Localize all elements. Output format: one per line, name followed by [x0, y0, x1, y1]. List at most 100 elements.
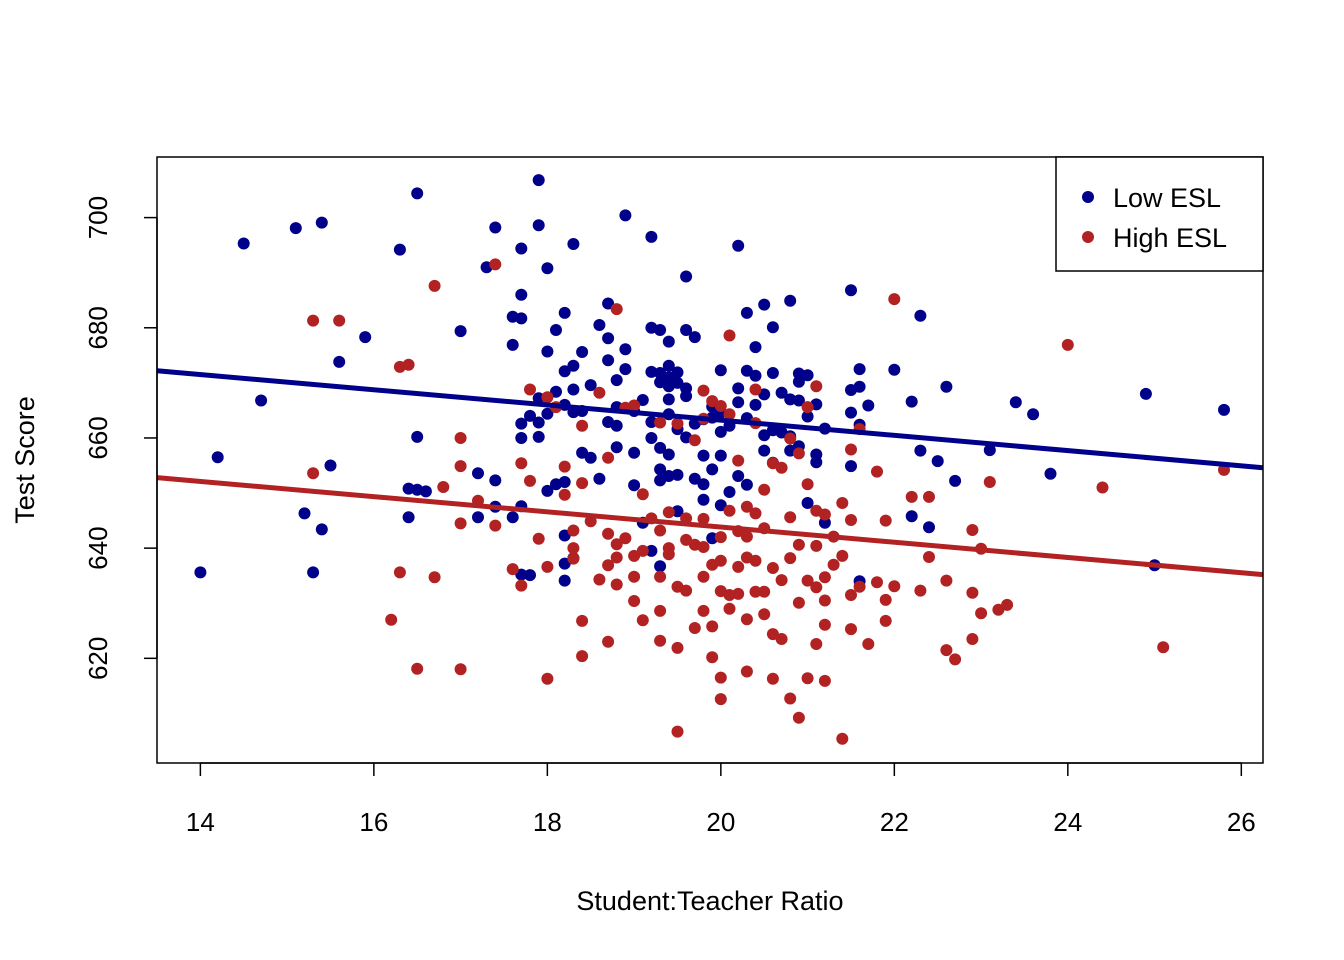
low-esl-point: [662, 359, 675, 372]
high-esl-point: [706, 620, 719, 633]
high-esl-point: [576, 650, 589, 663]
low-esl-point: [515, 242, 528, 255]
low-esl-point: [654, 441, 667, 454]
high-esl-point: [723, 602, 736, 615]
high-esl-point: [758, 483, 771, 496]
y-axis: 620 640 660 680 700: [83, 196, 158, 680]
low-esl-point: [211, 451, 224, 464]
low-esl-point: [584, 379, 597, 392]
high-esl-point: [853, 580, 866, 593]
low-esl-point: [931, 455, 944, 468]
low-esl-point: [697, 493, 710, 506]
low-esl-point: [619, 363, 632, 376]
low-esl-point: [671, 376, 684, 389]
high-esl-point: [818, 508, 831, 521]
low-esl-point: [654, 463, 667, 476]
low-esl-point: [697, 478, 710, 491]
high-esl-legend-label: High ESL: [1113, 223, 1227, 253]
high-esl-point: [385, 613, 398, 626]
low-esl-point: [784, 393, 797, 406]
x-axis-title: Student:Teacher Ratio: [576, 886, 843, 916]
high-esl-point: [879, 514, 892, 527]
low-esl-point: [524, 569, 536, 582]
high-esl-point: [1001, 598, 1014, 611]
low-esl-point: [628, 479, 641, 492]
low-esl-point: [680, 324, 693, 336]
high-esl-point: [732, 587, 745, 600]
high-esl-point: [567, 524, 580, 537]
low-esl-point: [914, 309, 927, 322]
high-esl-point: [636, 488, 649, 501]
high-esl-point: [654, 416, 667, 429]
x-tick-label: 16: [359, 807, 388, 837]
low-esl-point: [307, 566, 320, 579]
low-esl-point: [333, 355, 346, 368]
low-esl-point: [801, 410, 814, 423]
low-esl-point: [714, 449, 727, 462]
low-esl-point: [576, 346, 589, 358]
high-esl-point: [610, 538, 623, 551]
low-esl-point: [905, 395, 918, 408]
high-esl-point: [983, 476, 996, 488]
low-esl-point: [532, 174, 545, 187]
high-esl-point: [428, 571, 441, 584]
low-esl-point: [732, 382, 745, 395]
high-esl-point: [732, 454, 745, 467]
low-esl-point: [766, 367, 779, 379]
y-tick-label: 640: [83, 526, 113, 569]
high-esl-point: [871, 465, 883, 478]
low-esl-point: [662, 371, 675, 384]
low-esl-point: [732, 396, 745, 409]
low-esl-point: [454, 325, 467, 338]
low-esl-point: [515, 312, 528, 325]
high-esl-point: [454, 460, 467, 473]
x-tick-label: 20: [706, 807, 735, 837]
high-esl-point: [524, 474, 536, 487]
high-esl-point: [307, 467, 320, 480]
y-tick-label: 700: [83, 196, 113, 239]
low-esl-point: [289, 222, 302, 235]
low-esl-legend-marker: [1082, 191, 1094, 203]
low-esl-point: [315, 523, 328, 536]
high-esl-point: [558, 460, 571, 473]
high-esl-point: [602, 635, 615, 648]
high-esl-point: [506, 563, 519, 576]
low-esl-point: [1027, 408, 1040, 421]
low-esl-legend-label: Low ESL: [1113, 183, 1221, 213]
low-esl-point: [645, 416, 658, 428]
high-esl-point: [576, 477, 589, 490]
high-esl-point: [879, 593, 892, 606]
high-esl-point: [541, 560, 554, 573]
low-esl-regression-line: [156, 368, 1264, 471]
high-esl-point: [636, 614, 649, 627]
low-esl-point: [550, 324, 562, 336]
low-esl-point: [758, 298, 771, 311]
high-esl-point: [845, 514, 857, 526]
x-tick-label: 24: [1053, 807, 1082, 837]
high-esl-point: [818, 571, 831, 584]
low-esl-point: [662, 393, 675, 406]
low-esl-point: [506, 338, 519, 351]
high-esl-point: [740, 665, 753, 678]
low-esl-point: [419, 485, 432, 498]
low-esl-point: [472, 467, 484, 480]
high-esl-point: [1096, 481, 1109, 494]
high-esl-point: [862, 638, 875, 650]
high-esl-point: [888, 580, 901, 593]
x-axis: 14 16 18 20 22 24 26: [186, 762, 1256, 837]
high-esl-point: [532, 532, 545, 545]
low-esl-point: [402, 511, 415, 524]
high-esl-point: [654, 604, 667, 617]
high-esl-point: [940, 574, 953, 587]
high-esl-regression-line: [156, 475, 1264, 578]
low-esl-point: [662, 448, 675, 461]
low-esl-point: [1139, 387, 1152, 400]
low-esl-point: [818, 516, 831, 529]
low-esl-point: [758, 429, 771, 442]
low-esl-point: [610, 374, 623, 387]
low-esl-point: [732, 470, 745, 482]
low-esl-point: [506, 511, 519, 524]
low-esl-point: [619, 209, 632, 222]
low-esl-point: [194, 566, 207, 579]
high-esl-point: [489, 258, 502, 271]
